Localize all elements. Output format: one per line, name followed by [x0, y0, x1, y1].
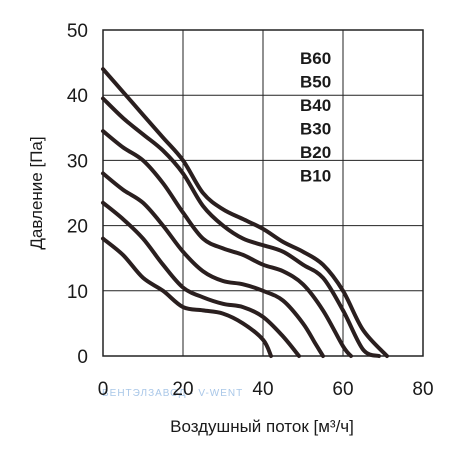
series-line-b60: [101, 67, 389, 358]
legend-entry-b30: B30: [300, 120, 331, 139]
y-tick-label: 30: [67, 151, 88, 172]
legend-entry-b60: B60: [300, 49, 331, 68]
legend: B60 B50 B40 B30 B20 B10: [300, 49, 331, 186]
x-tick-label: 0: [98, 379, 109, 400]
legend-entry-b40: B40: [300, 96, 331, 115]
legend-entry-b50: B50: [300, 73, 331, 92]
plot-frame: [102, 29, 424, 357]
x-tick-label: 80: [412, 379, 433, 400]
series-group: [101, 67, 389, 358]
y-tick-label: 10: [67, 282, 88, 303]
x-tick-label: 20: [172, 379, 193, 400]
y-axis-ticks: 0 10 20 30 40 50: [67, 21, 88, 368]
x-tick-label: 60: [332, 379, 353, 400]
series-line-b10: [101, 236, 273, 358]
y-tick-label: 50: [67, 21, 88, 42]
y-tick-label: 0: [77, 347, 88, 368]
series-line-b20: [101, 200, 301, 358]
watermark: ВЕНТЭЛЗАВОД · V-WENT: [102, 388, 243, 399]
y-tick-label: 40: [67, 86, 88, 107]
x-tick-label: 40: [252, 379, 273, 400]
legend-entry-b10: B10: [300, 167, 331, 186]
x-axis-ticks: 0 20 40 60 80: [98, 379, 434, 400]
x-axis-label: Воздушный поток [м³/ч]: [170, 417, 354, 436]
series-line-b30: [101, 171, 325, 358]
y-axis-label: Давление [Па]: [27, 136, 46, 249]
grid: [102, 29, 424, 357]
series-line-b40: [101, 129, 353, 358]
series-line-b50: [101, 96, 381, 358]
y-tick-label: 20: [67, 217, 88, 238]
legend-entry-b20: B20: [300, 143, 331, 162]
watermark-text: ВЕНТЭЛЗАВОД · V-WENT: [102, 388, 243, 399]
